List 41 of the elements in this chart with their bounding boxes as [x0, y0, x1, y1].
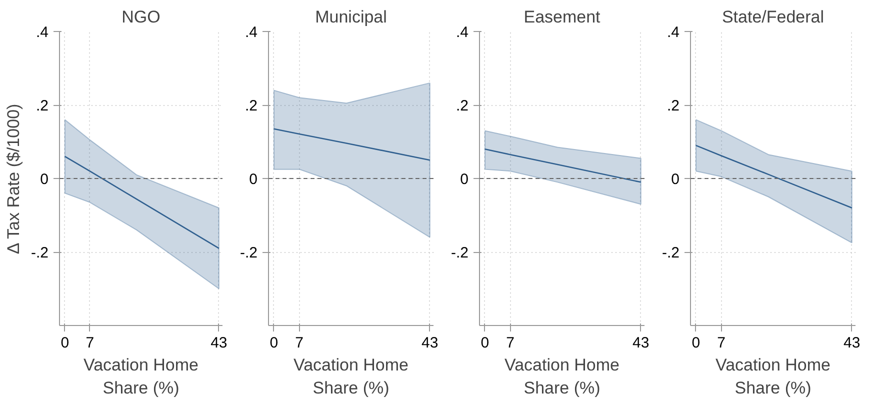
x-tick-label: 43: [422, 334, 438, 352]
x-tick-label: 0: [270, 334, 278, 352]
chart-title: State/Federal: [722, 8, 824, 26]
x-tick-label: 43: [210, 334, 228, 352]
y-tick-label: 0: [40, 171, 48, 188]
line-series: [695, 144, 853, 209]
x-tick-label: 43: [632, 334, 650, 352]
x-tick-label: 7: [295, 334, 304, 352]
x-tick-label: 43: [844, 334, 860, 352]
y-tick-label: .4: [244, 24, 258, 41]
y-tick-label: .2: [456, 98, 469, 114]
x-tick-label: 0: [480, 334, 490, 352]
y-tick-label: .2: [244, 98, 258, 114]
x-axis-title: Vacation Home Share (%): [84, 356, 198, 398]
y-tick-label: .4: [666, 24, 680, 41]
y-axis-title: Δ Tax Rate ($/1000): [4, 104, 23, 254]
line-series: [64, 156, 220, 249]
x-tick-label: 0: [60, 334, 70, 352]
line-series: [484, 148, 642, 183]
line-series: [273, 128, 431, 161]
x-tick-label: 0: [692, 334, 700, 352]
y-tick-label: -.2: [240, 244, 258, 262]
x-tick-label: 7: [86, 334, 94, 352]
y-tick-label: 0: [671, 171, 680, 188]
x-axis-title: Vacation Home Share (%): [504, 356, 620, 398]
x-tick-label: 7: [506, 334, 514, 352]
x-axis-title: Vacation Home Share (%): [716, 356, 830, 398]
y-tick-label: .4: [36, 24, 49, 41]
y-tick-label: .2: [666, 98, 680, 114]
y-tick-label: 0: [460, 171, 468, 188]
y-tick-label: -.2: [662, 244, 680, 262]
y-tick-label: -.2: [450, 244, 469, 262]
y-tick-label: .4: [456, 24, 469, 41]
y-tick-label: 0: [249, 171, 258, 188]
y-tick-label: .2: [36, 98, 49, 114]
x-tick-label: 7: [717, 334, 726, 352]
chart-title: Municipal: [315, 8, 387, 26]
chart-title: Easement: [524, 8, 601, 26]
x-axis-title: Vacation Home Share (%): [294, 356, 408, 398]
y-tick-label: -.2: [30, 244, 49, 262]
chart-title: NGO: [122, 8, 160, 26]
